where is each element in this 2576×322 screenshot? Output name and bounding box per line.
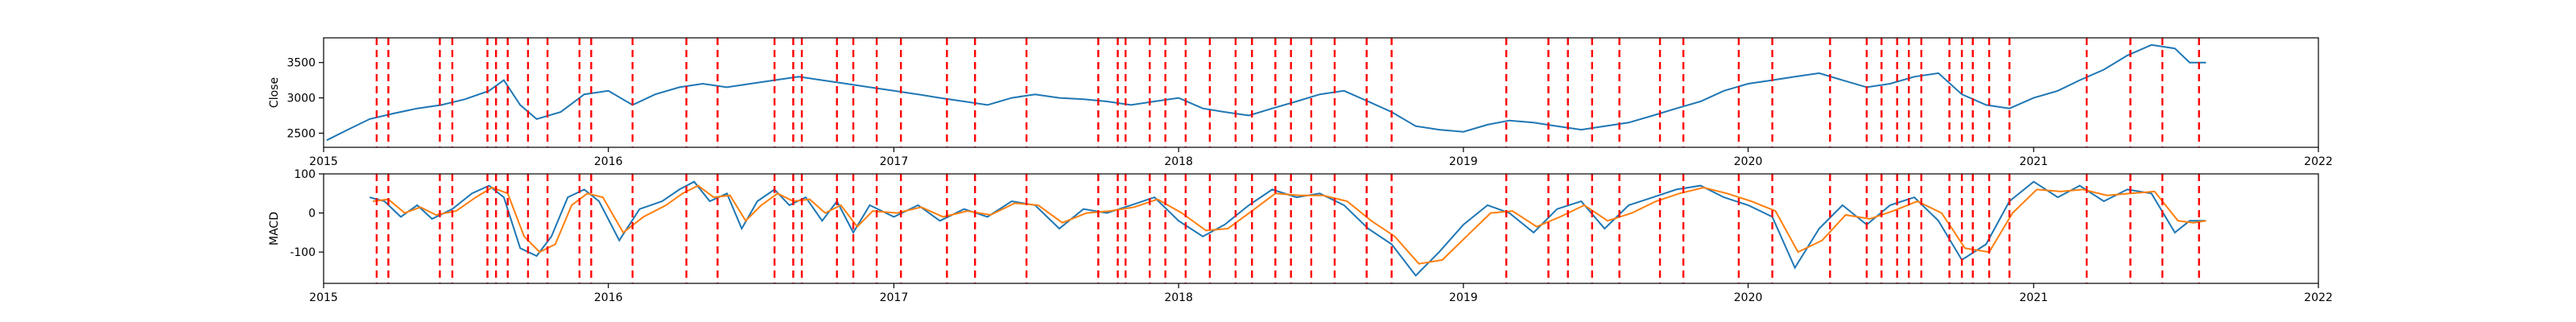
macd-x-tick-label: 2021 xyxy=(2019,291,2048,304)
close-x-tick-label: 2019 xyxy=(1449,155,1478,168)
close-x-tick-label: 2022 xyxy=(2304,155,2333,168)
macd-x-tick-label: 2020 xyxy=(1734,291,1763,304)
close-x-tick-label: 2018 xyxy=(1164,155,1193,168)
close-y-tick-label: 3500 xyxy=(287,57,316,70)
macd-y-tick-label: 100 xyxy=(294,168,316,181)
macd-series-line-1 xyxy=(369,180,2207,277)
macd-axes-frame xyxy=(323,173,2319,284)
close-x-tick-label: 2020 xyxy=(1734,155,1763,168)
close-y-tick-label: 2500 xyxy=(287,127,316,140)
close-x-tick-label: 2015 xyxy=(309,155,338,168)
macd-x-tick-label: 2018 xyxy=(1164,291,1193,304)
close-y-tick-label: 3000 xyxy=(287,93,316,105)
macd-panel: -100 0 100 2015 2016 2017 2018 2019 2020 2021 2022… xyxy=(268,168,2333,304)
macd-x-tick-label: 2022 xyxy=(2304,291,2333,304)
close-price-panel: 2500 3000 3500 2015 2016 2017 2018 2019 2020 2021… xyxy=(268,37,2333,168)
close-y-axis-label: Close xyxy=(268,77,281,108)
macd-y-tick-label: -100 xyxy=(290,246,316,259)
macd-x-tick-label: 2017 xyxy=(880,291,909,304)
macd-x-tick-label: 2016 xyxy=(594,291,623,304)
macd-y-axis-label: MACD xyxy=(268,212,281,246)
close-series-line-1 xyxy=(326,43,2207,142)
macd-series-line-2 xyxy=(372,184,2207,265)
macd-y-tick-label: 0 xyxy=(308,208,316,221)
macd-x-tick-label: 2019 xyxy=(1449,291,1478,304)
close-x-tick-label: 2021 xyxy=(2019,155,2048,168)
close-x-tick-label: 2016 xyxy=(594,155,623,168)
close-x-tick-label: 2017 xyxy=(880,155,909,168)
close-axes-frame xyxy=(323,37,2319,148)
macd-x-tick-label: 2015 xyxy=(309,291,338,304)
